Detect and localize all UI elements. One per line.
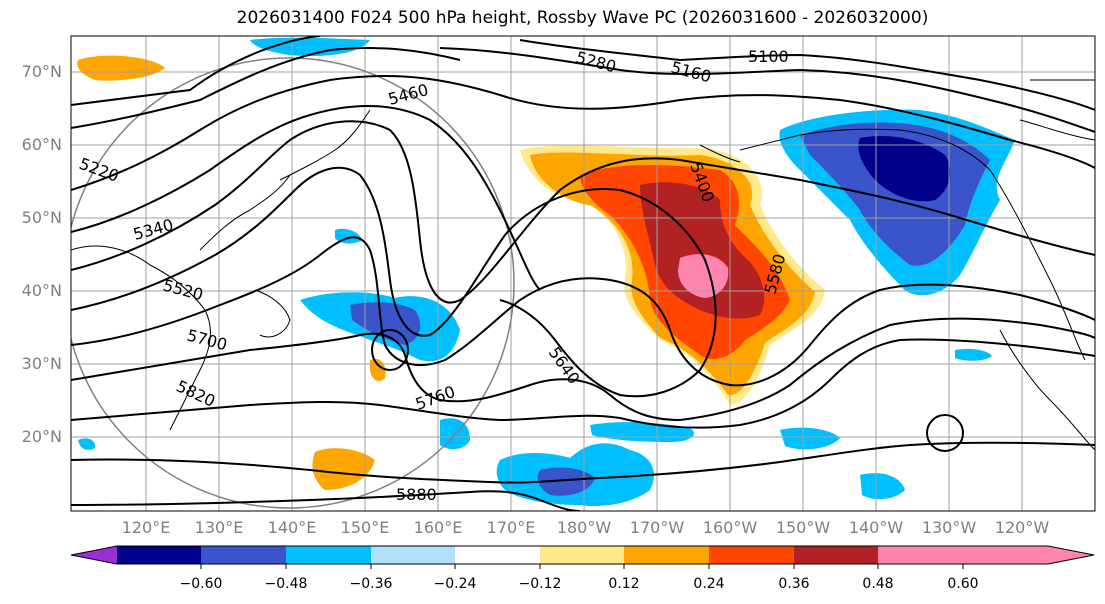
colorbar-label: 0.48 bbox=[862, 576, 894, 592]
lon-label-120e: 120°E bbox=[121, 518, 171, 537]
colorbar-label: −0.24 bbox=[433, 576, 477, 592]
colorbar-segment bbox=[540, 546, 624, 564]
lon-label-140e: 140°E bbox=[267, 518, 317, 537]
colorbar-label: 0.24 bbox=[693, 576, 725, 592]
colorbar-label: −0.12 bbox=[518, 576, 562, 592]
lon-label-150e: 150°E bbox=[340, 518, 390, 537]
lon-label-140w: 140°W bbox=[848, 518, 904, 537]
colorbar-segment bbox=[455, 546, 540, 564]
lat-label-30n: 30°N bbox=[21, 354, 62, 373]
lat-label-50n: 50°N bbox=[21, 208, 62, 227]
negative-anomaly-48 bbox=[858, 135, 951, 202]
colorbar-extend-low bbox=[71, 546, 117, 564]
colorbar-segment bbox=[371, 546, 455, 564]
map-title: 2026031400 F024 500 hPa height, Rossby W… bbox=[236, 8, 929, 28]
colorbar bbox=[70, 545, 1095, 569]
lon-label-170w: 170°W bbox=[629, 518, 685, 537]
lon-label-150w: 150°W bbox=[775, 518, 831, 537]
colorbar-segment bbox=[201, 546, 286, 564]
negative-anomaly-tropics-core bbox=[537, 467, 595, 496]
lon-label-160e: 160°E bbox=[413, 518, 463, 537]
negative-anomaly-east bbox=[780, 427, 840, 450]
negative-anomaly-se bbox=[860, 473, 905, 500]
positive-anomaly-subtropical bbox=[312, 448, 375, 490]
lon-label-160w: 160°W bbox=[702, 518, 758, 537]
negative-anomaly-north bbox=[250, 37, 370, 57]
lat-label-40n: 40°N bbox=[21, 281, 62, 300]
lat-label-60n: 60°N bbox=[21, 135, 62, 154]
lat-label-20n: 20°N bbox=[21, 427, 62, 446]
lon-label-170e: 170°E bbox=[486, 518, 536, 537]
lon-label-180w: 180°W bbox=[556, 518, 612, 537]
contour-label-5880: 5880 bbox=[396, 485, 437, 504]
colorbar-outline bbox=[70, 545, 1095, 565]
colorbar-segment bbox=[624, 546, 709, 564]
domain-circle bbox=[71, 57, 515, 509]
lon-label-120w: 120°W bbox=[994, 518, 1050, 537]
colorbar-segment bbox=[878, 546, 963, 564]
gridlines bbox=[71, 36, 1095, 511]
colorbar-label: −0.60 bbox=[179, 576, 223, 592]
negative-anomaly-west-edge bbox=[78, 438, 96, 450]
height-contours bbox=[71, 36, 1095, 511]
anomaly-shading bbox=[71, 36, 1095, 511]
colorbar-label: −0.48 bbox=[264, 576, 308, 592]
map-frame bbox=[70, 35, 1096, 512]
positive-anomaly-max bbox=[678, 254, 729, 298]
colorbar-segment bbox=[286, 546, 371, 564]
lat-label-70n: 70°N bbox=[21, 62, 62, 81]
contour-labels: 5100 5160 5220 5280 5340 5400 5460 5520 … bbox=[77, 47, 790, 504]
colorbar-label: 0.60 bbox=[947, 576, 979, 592]
lon-label-130w: 130°W bbox=[921, 518, 977, 537]
colorbar-segment bbox=[709, 546, 794, 564]
contour-label-5100: 5100 bbox=[748, 47, 789, 66]
colorbar-segment bbox=[117, 546, 201, 564]
negative-anomaly-japan-36 bbox=[350, 302, 421, 345]
colorbar-label: 0.12 bbox=[608, 576, 640, 592]
colorbar-segment bbox=[794, 546, 878, 564]
colorbar-label: 0.36 bbox=[778, 576, 810, 592]
colorbar-ticks bbox=[200, 564, 964, 569]
lon-label-130e: 130°E bbox=[194, 518, 244, 537]
colorbar-label: −0.36 bbox=[349, 576, 393, 592]
negative-anomaly-far-east bbox=[955, 348, 992, 361]
colorbar-extend-high bbox=[963, 546, 1094, 564]
positive-anomaly-arctic bbox=[77, 55, 165, 81]
